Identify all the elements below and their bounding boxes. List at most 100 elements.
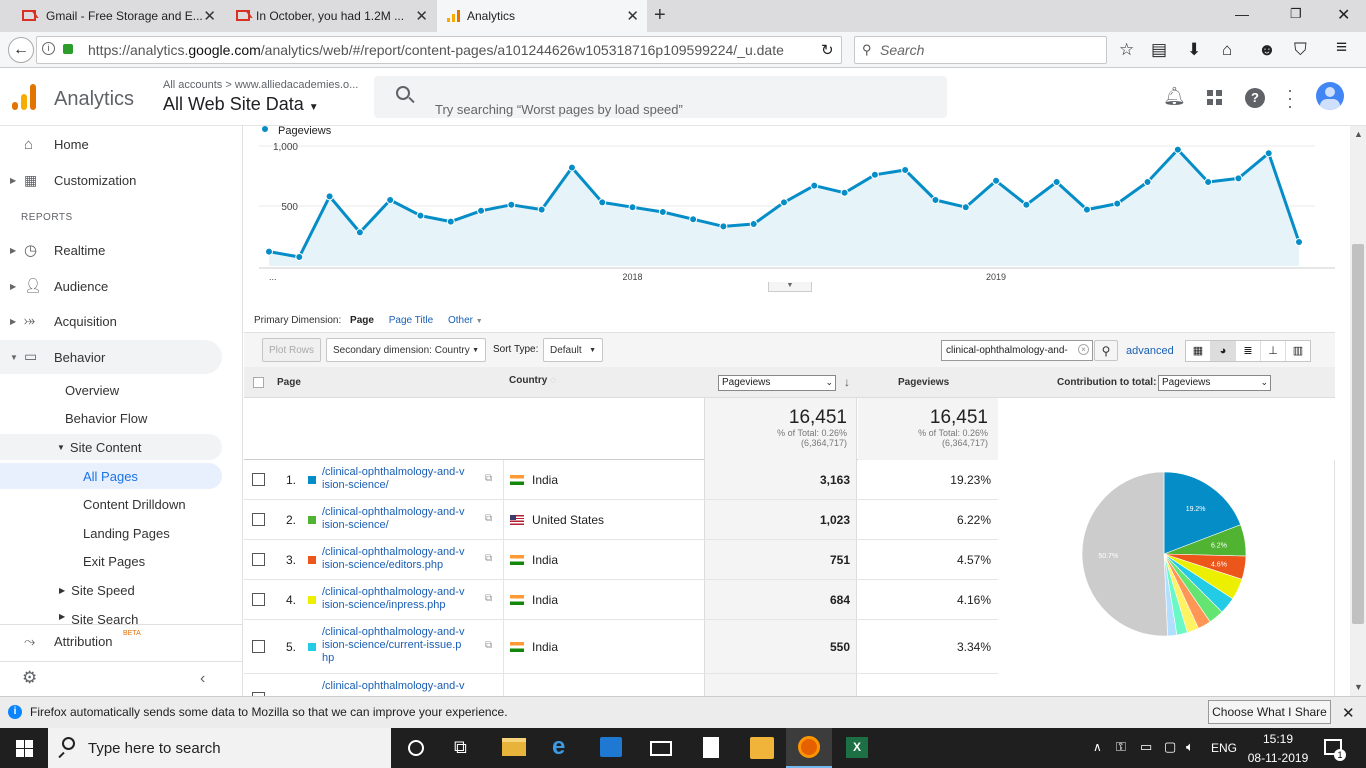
document-icon[interactable] (703, 737, 719, 758)
url-text[interactable]: https://analytics.google.com/analytics/w… (88, 42, 784, 58)
row-checkbox[interactable] (252, 513, 265, 526)
hamburger-menu-icon[interactable]: ≡ (1336, 37, 1348, 58)
sidebar-item-site-search[interactable]: ▶ Site Search (59, 612, 139, 624)
open-page-icon[interactable]: ⧉ (485, 473, 493, 484)
file-explorer-icon[interactable] (502, 738, 526, 756)
dimension-other[interactable]: Other ▼ (447, 315, 483, 326)
table-view-icon[interactable]: ▦ (1186, 341, 1211, 361)
sidebar-item-attribution[interactable]: ⤳ Attribution BETA (24, 630, 141, 649)
clock-time[interactable]: 15:19 (1262, 732, 1294, 746)
sidebar-item-site-speed[interactable]: ▶ Site Speed (59, 582, 135, 598)
table-row[interactable]: 3. /clinical-ophthalmology-and-v ision-sci… (244, 540, 998, 580)
sort-type-select[interactable]: Default ▼ (543, 338, 603, 362)
open-page-icon[interactable]: ⧉ (485, 593, 493, 604)
close-notification-icon[interactable]: ✕ (1342, 705, 1355, 722)
plot-rows-button[interactable]: Plot Rows (262, 338, 322, 362)
open-page-icon[interactable]: ⧉ (485, 640, 493, 651)
excel-icon[interactable]: X (846, 737, 868, 758)
table-row[interactable]: 4. /clinical-ophthalmology-and-v ision-sci… (244, 580, 998, 620)
sidebar-item-site-content[interactable]: ▼ Site Content (0, 434, 222, 460)
contribution-select[interactable]: Pageviews ⌄ (1158, 375, 1271, 391)
pocket-icon[interactable]: ⛉ (1294, 40, 1307, 59)
property-selector[interactable]: All Web Site Data ▼ (163, 94, 319, 114)
home-browser-icon[interactable]: ⌂ (1222, 40, 1233, 59)
collapse-sidebar-icon[interactable]: ‹ (200, 670, 206, 687)
pivot-view-icon[interactable]: ▥ (1292, 345, 1304, 357)
sidebar-item-home[interactable]: ⌂ Home (24, 136, 89, 153)
advanced-filter-link[interactable]: advanced (1126, 345, 1174, 357)
sidebar-item-customization[interactable]: ▶ ▦ Customization (10, 172, 137, 188)
table-row[interactable]: 5. /clinical-ophthalmology-and-v ision-sci… (244, 620, 998, 674)
scroll-up-icon[interactable]: ▲ (1354, 129, 1363, 139)
action-center-icon[interactable] (1324, 739, 1342, 755)
close-tab-icon[interactable]: ✕ (415, 8, 428, 25)
dimension-page[interactable]: Page (350, 315, 374, 326)
sidebar-item-realtime[interactable]: ▶ ◷ Realtime (10, 242, 106, 259)
extension-icon[interactable]: ☻ (1258, 40, 1276, 59)
info-icon[interactable]: i (42, 42, 55, 55)
browser-tab-analytics[interactable]: Analytics ✕ (437, 0, 647, 32)
scrollbar-thumb[interactable] (1352, 244, 1364, 624)
row-checkbox[interactable] (252, 593, 265, 606)
sidebar-item-overview[interactable]: Overview (65, 382, 120, 398)
page-link[interactable]: /clinical-ophthalmology-and-v ision-scien… (322, 626, 487, 665)
ga-search-bar[interactable] (374, 76, 947, 118)
clock-date[interactable]: 08-11-2019 (1247, 751, 1309, 765)
notifications-bell-icon[interactable]: 🔔︎ (1163, 86, 1186, 106)
comparison-view-icon[interactable]: ⊥ (1261, 341, 1286, 361)
tray-volume-icon[interactable]: 🔈︎ (1186, 739, 1194, 754)
row-checkbox[interactable] (252, 692, 265, 696)
sidebar-item-all-pages[interactable]: All Pages (0, 463, 222, 489)
chart-collapse-handle[interactable]: ▼ (768, 282, 812, 292)
task-view-icon[interactable]: ⧉ (454, 737, 467, 757)
apps-grid-icon[interactable] (1207, 90, 1223, 106)
row-checkbox[interactable] (252, 553, 265, 566)
row-checkbox[interactable] (252, 640, 265, 653)
help-icon[interactable]: ? (1245, 88, 1265, 108)
reading-list-icon[interactable]: ▤ (1151, 40, 1168, 59)
minimize-icon[interactable]: — (1235, 6, 1249, 22)
page-link[interactable]: /clinical-ophthalmology-and-v ision-scien… (322, 546, 487, 572)
page-scrollbar[interactable]: ▲ ▼ (1350, 126, 1366, 696)
page-link[interactable]: /clinical-ophthalmology-and-v ision-scien… (322, 466, 487, 492)
settings-gear-icon[interactable]: ⚙ (22, 668, 38, 687)
download-icon[interactable]: ⬇ (1187, 40, 1202, 59)
pie-view-icon[interactable]: ◕ (1211, 341, 1236, 361)
browser-search-box[interactable] (854, 36, 1107, 64)
tray-battery-icon[interactable]: ▭ (1140, 739, 1153, 754)
tray-monitor-icon[interactable]: ▢ (1164, 739, 1177, 754)
mail-icon[interactable] (650, 741, 672, 756)
page-link[interactable]: /clinical-ophthalmology-and-v ision-scien… (322, 506, 487, 532)
new-tab-icon[interactable]: + (654, 4, 666, 26)
tray-network-icon[interactable]: ⚿ (1116, 739, 1126, 754)
browser-tab-gmail[interactable]: Gmail - Free Storage and E... ✕ (0, 0, 224, 32)
sort-desc-icon[interactable]: ↓ (844, 375, 850, 389)
pie-slice[interactable] (1163, 471, 1242, 555)
dimension-page-title[interactable]: Page Title (388, 315, 434, 326)
taskbar-search-box[interactable] (48, 728, 391, 768)
table-row[interactable]: 2. /clinical-ophthalmology-and-v ision-sci… (244, 500, 998, 540)
sidebar-item-acquisition[interactable]: ▶ ⤖ Acquisition (10, 312, 117, 329)
reload-icon[interactable]: ↻ (821, 42, 834, 59)
col-page-header[interactable]: Page (277, 377, 301, 388)
close-tab-icon[interactable]: ✕ (626, 8, 639, 25)
sidebar-item-behavior[interactable]: ▼ ▭ Behavior (0, 340, 222, 374)
table-row[interactable]: /clinical-ophthalmology-and-v⧉ (244, 674, 998, 696)
choose-what-i-share-button[interactable]: Choose What I Share (1208, 700, 1331, 724)
row-checkbox[interactable] (252, 473, 265, 486)
browser-tab-inbox[interactable]: In October, you had 1.2M ... ✕ (226, 0, 436, 32)
close-tab-icon[interactable]: ✕ (203, 8, 216, 25)
sidebar-item-exit-pages[interactable]: Exit Pages (83, 553, 146, 569)
pie-slice[interactable] (1081, 471, 1168, 637)
metric-select[interactable]: Pageviews ⌄ (718, 375, 836, 391)
sidebar-item-behavior-flow[interactable]: Behavior Flow (65, 410, 148, 426)
sidebar-item-audience[interactable]: ▶ 👤︎ Audience (10, 277, 109, 294)
table-filter-input[interactable]: clinical-ophthalmology-and- (941, 340, 1093, 361)
bookmark-star-icon[interactable]: ☆ (1119, 40, 1135, 59)
clear-filter-icon[interactable]: × (1078, 344, 1089, 355)
window-close-icon[interactable]: ✕ (1337, 7, 1351, 24)
open-page-icon[interactable]: ⧉ (485, 553, 493, 564)
filter-search-icon[interactable]: ⚲ (1094, 340, 1118, 361)
select-all-checkbox[interactable] (253, 377, 264, 388)
url-bar[interactable] (36, 36, 842, 64)
